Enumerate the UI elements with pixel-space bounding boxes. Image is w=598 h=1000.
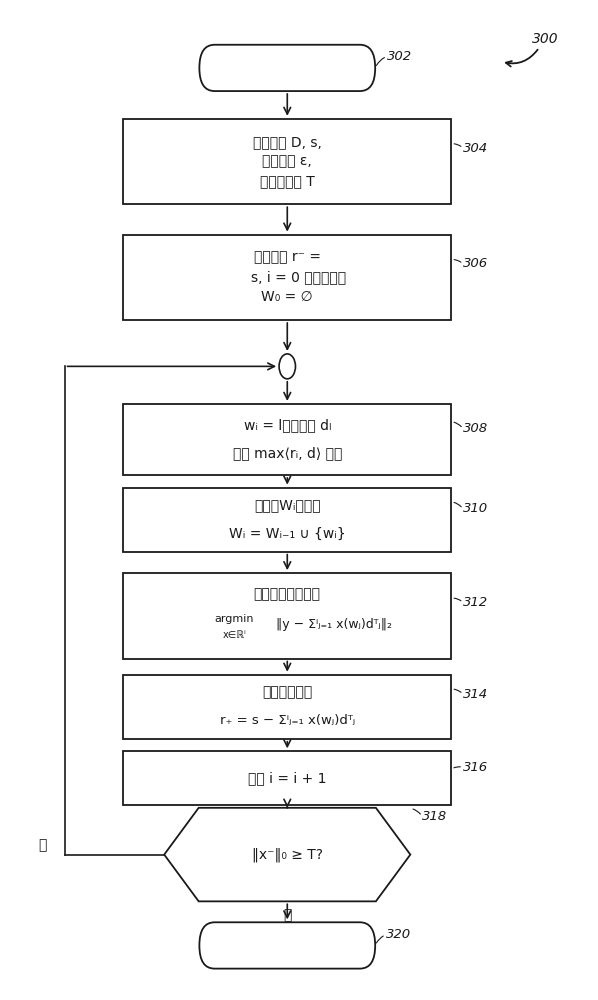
- Text: 306: 306: [463, 257, 488, 270]
- Text: wᵢ = l，其中， dₗ: wᵢ = l，其中， dₗ: [243, 418, 331, 432]
- Text: 316: 316: [463, 761, 488, 774]
- Text: W₀ = ∅: W₀ = ∅: [261, 290, 313, 304]
- Text: Wᵢ = Wᵢ₋₁ ∪ {wᵢ}: Wᵢ = Wᵢ₋₁ ∪ {wᵢ}: [229, 527, 346, 541]
- Text: 给出 max⟨rᵢ, d⟩ 的解: 给出 max⟨rᵢ, d⟩ 的解: [233, 447, 342, 461]
- Text: 302: 302: [387, 50, 412, 63]
- Text: 是: 是: [39, 839, 47, 853]
- Text: 312: 312: [463, 596, 488, 609]
- FancyBboxPatch shape: [199, 45, 375, 91]
- Text: r₊ = s − Σⁱⱼ₌₁ x(wⱼ)dᵀⱼ: r₊ = s − Σⁱⱼ₌₁ x(wⱼ)dᵀⱼ: [219, 714, 355, 727]
- Text: 300: 300: [532, 32, 559, 46]
- Bar: [123, 751, 451, 805]
- Text: 304: 304: [463, 142, 488, 155]
- Text: 308: 308: [463, 422, 488, 435]
- Text: 设定残差 r⁻ =: 设定残差 r⁻ =: [254, 251, 321, 265]
- Bar: [123, 573, 451, 659]
- Text: argmin: argmin: [215, 614, 254, 624]
- Bar: [123, 404, 451, 475]
- Text: ‖x⁻‖₀ ≥ T?: ‖x⁻‖₀ ≥ T?: [252, 847, 323, 862]
- Text: 设定 i = i + 1: 设定 i = i + 1: [248, 771, 327, 785]
- Text: 噪声边界 ε,: 噪声边界 ε,: [263, 154, 312, 168]
- Circle shape: [279, 354, 295, 379]
- Text: 定义字典 D, s,: 定义字典 D, s,: [253, 135, 322, 149]
- Text: 320: 320: [386, 928, 411, 941]
- Text: 310: 310: [463, 502, 488, 515]
- Text: x∈ℝⁱ: x∈ℝⁱ: [222, 630, 246, 640]
- Text: 目标稀疏度 T: 目标稀疏度 T: [260, 174, 315, 188]
- Text: 314: 314: [463, 688, 488, 701]
- Bar: [123, 675, 451, 739]
- Bar: [123, 488, 451, 552]
- Polygon shape: [164, 808, 410, 901]
- Text: 318: 318: [422, 810, 447, 823]
- Text: 否: 否: [283, 908, 291, 922]
- FancyBboxPatch shape: [199, 922, 375, 969]
- Text: s, i = 0 和索引集合: s, i = 0 和索引集合: [251, 270, 347, 284]
- Text: 将集合Wᵢ更新为: 将集合Wᵢ更新为: [254, 498, 321, 512]
- Text: ‖y − Σⁱⱼ₌₁ x(wⱼ)dᵀⱼ‖₂: ‖y − Σⁱⱼ₌₁ x(wⱼ)dᵀⱼ‖₂: [276, 618, 392, 631]
- Bar: [123, 235, 451, 320]
- Bar: [123, 119, 451, 204]
- Text: 计算新残差为: 计算新残差为: [262, 685, 312, 699]
- Text: 解出最小二乘问题: 解出最小二乘问题: [254, 587, 321, 601]
